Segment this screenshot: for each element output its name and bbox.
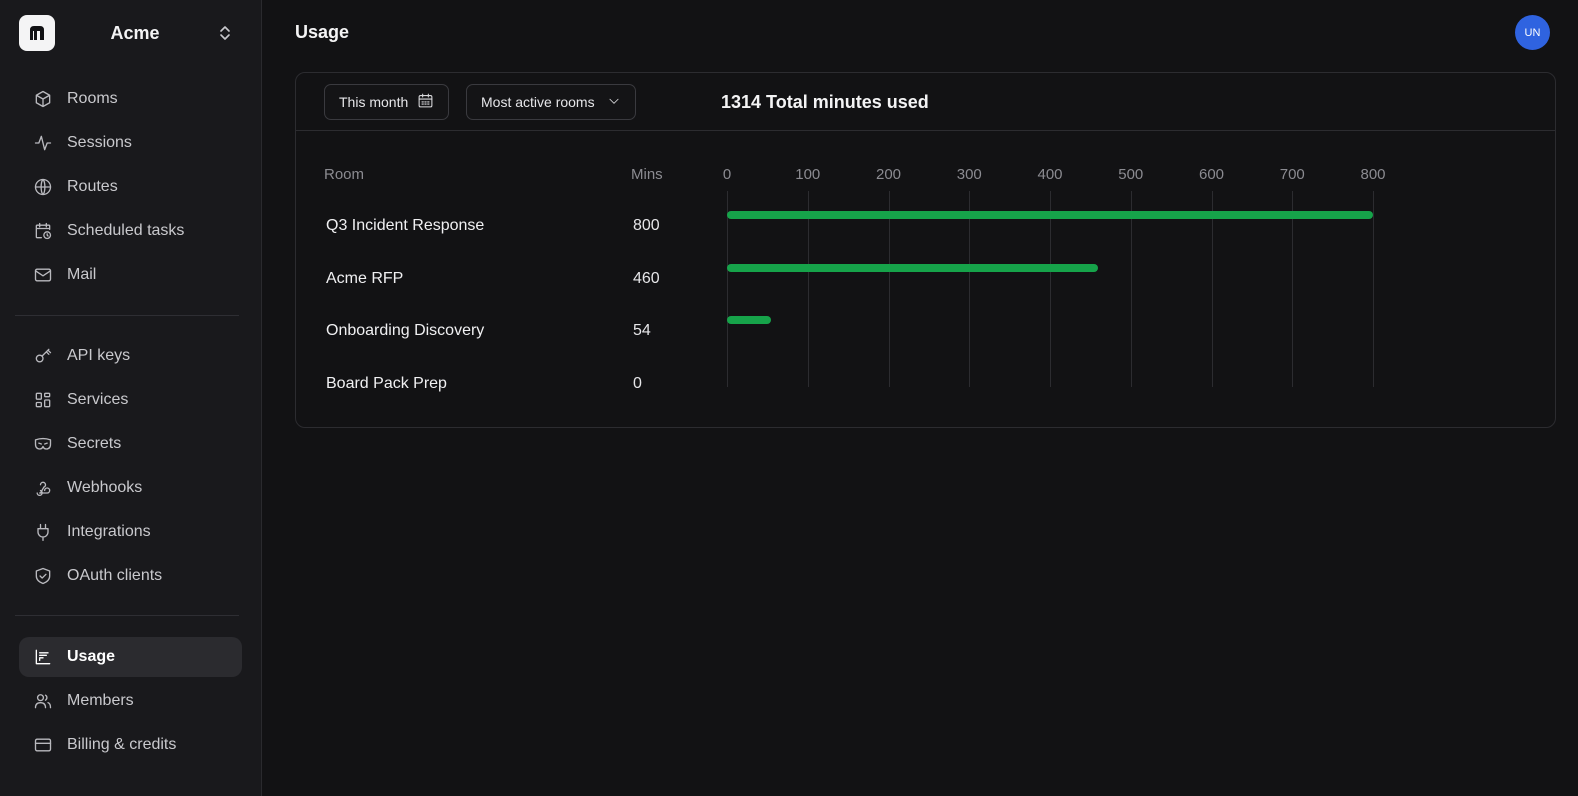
axis-tick-label: 0 — [722, 166, 732, 183]
gridline — [1292, 191, 1294, 387]
axis-tick-label: 800 — [1360, 166, 1386, 183]
avatar[interactable]: UN — [1515, 15, 1550, 50]
sidebar-item-label: Services — [67, 391, 129, 408]
room-name[interactable]: Q3 Incident Response — [326, 217, 485, 234]
sidebar-item-label: Scheduled tasks — [67, 222, 185, 239]
room-minutes: 800 — [633, 217, 660, 234]
axis-tick-label: 100 — [795, 166, 821, 183]
sidebar-item-api-keys[interactable]: API keys — [19, 336, 242, 376]
webhook-icon — [33, 478, 53, 498]
sidebar-item-label: Routes — [67, 178, 118, 195]
sidebar-item-label: Members — [67, 692, 134, 709]
sidebar-item-routes[interactable]: Routes — [19, 167, 242, 207]
sidebar: Acme Rooms Sessions Routes Scheduled tas… — [0, 0, 262, 796]
column-header-room: Room — [324, 166, 365, 183]
shield-check-icon — [33, 566, 53, 586]
sidebar-item-sessions[interactable]: Sessions — [19, 123, 242, 163]
org-name: Acme — [110, 22, 160, 43]
sidebar-item-label: API keys — [67, 347, 131, 364]
sidebar-item-rooms[interactable]: Rooms — [19, 79, 242, 119]
usage-bar — [727, 316, 771, 324]
cube-icon — [33, 89, 53, 109]
room-name[interactable]: Acme RFP — [326, 269, 404, 287]
gridline — [1050, 191, 1051, 387]
card-header: This month Most active rooms 1314 Total … — [296, 73, 1555, 131]
sidebar-item-label: Billing & credits — [67, 736, 177, 753]
sidebar-item-services[interactable]: Services — [19, 380, 242, 420]
axis-tick-label: 200 — [875, 166, 902, 183]
mail-icon — [33, 265, 53, 285]
key-icon — [33, 346, 53, 366]
gridline — [1211, 191, 1213, 387]
room-name[interactable]: Onboarding Discovery — [326, 322, 485, 339]
axis-tick-label: 300 — [956, 166, 982, 183]
sidebar-item-members[interactable]: Members — [19, 681, 242, 721]
sidebar-item-scheduled-tasks[interactable]: Scheduled tasks — [19, 211, 242, 251]
column-header-mins: Mins — [631, 166, 663, 183]
grid-icon — [33, 390, 53, 410]
chevron-down-icon — [607, 94, 621, 111]
activity-icon — [33, 133, 53, 153]
date-range-label: This month — [339, 94, 409, 110]
sidebar-item-oauth-clients[interactable]: OAuth clients — [19, 556, 242, 596]
calendar-icon — [417, 92, 434, 112]
usage-card: This month Most active rooms 1314 Total … — [295, 72, 1556, 428]
date-range-button[interactable]: This month — [324, 84, 449, 120]
sort-label: Most active rooms — [481, 94, 595, 110]
sidebar-item-label: OAuth clients — [67, 567, 163, 584]
usage-bar — [727, 263, 1099, 272]
org-logo — [19, 15, 55, 51]
gridline — [1130, 191, 1132, 387]
users-icon — [33, 691, 53, 711]
axis-tick-label: 700 — [1279, 166, 1305, 183]
sidebar-item-label: Sessions — [67, 134, 132, 151]
usage-bar — [727, 211, 1373, 219]
sidebar-item-integrations[interactable]: Integrations — [19, 512, 242, 552]
sidebar-divider — [15, 615, 239, 616]
gridline — [1373, 191, 1374, 387]
sidebar-item-label: Webhooks — [67, 479, 143, 496]
sidebar-item-billing[interactable]: Billing & credits — [19, 725, 242, 765]
sidebar-item-label: Integrations — [67, 523, 151, 540]
sidebar-divider — [15, 315, 239, 316]
axis-tick-label: 400 — [1037, 166, 1063, 183]
globe-icon — [33, 177, 53, 197]
credit-card-icon — [33, 735, 53, 755]
sort-dropdown[interactable]: Most active rooms — [466, 84, 636, 120]
gridline — [727, 191, 728, 387]
gridline — [969, 191, 971, 387]
gridline — [807, 191, 809, 387]
room-minutes: 460 — [633, 269, 660, 287]
sidebar-item-label: Rooms — [67, 90, 118, 107]
page-title: Usage — [295, 22, 350, 42]
gridline — [888, 191, 890, 387]
room-name[interactable]: Board Pack Prep — [326, 374, 447, 392]
chevrons-up-down-icon — [215, 23, 235, 43]
axis-tick-label: 500 — [1118, 166, 1144, 183]
calendar-clock-icon — [33, 221, 53, 241]
sidebar-item-label: Usage — [67, 648, 116, 665]
org-switcher[interactable]: Acme — [19, 15, 241, 51]
room-minutes: 54 — [633, 322, 651, 339]
sidebar-item-usage[interactable]: Usage — [19, 637, 242, 677]
bar-chart-icon — [33, 647, 53, 667]
sidebar-item-mail[interactable]: Mail — [19, 255, 242, 295]
sidebar-item-secrets[interactable]: Secrets — [19, 424, 242, 464]
total-minutes: 1314 Total minutes used — [721, 92, 929, 112]
axis-tick-label: 600 — [1198, 166, 1225, 183]
mask-icon — [33, 434, 53, 454]
sidebar-item-label: Mail — [67, 266, 97, 283]
plug-icon — [33, 522, 53, 542]
main-content: Usage UN This month Most active rooms 13… — [262, 0, 1578, 796]
room-minutes: 0 — [633, 374, 642, 392]
sidebar-item-label: Secrets — [67, 435, 122, 452]
sidebar-item-webhooks[interactable]: Webhooks — [19, 468, 242, 508]
